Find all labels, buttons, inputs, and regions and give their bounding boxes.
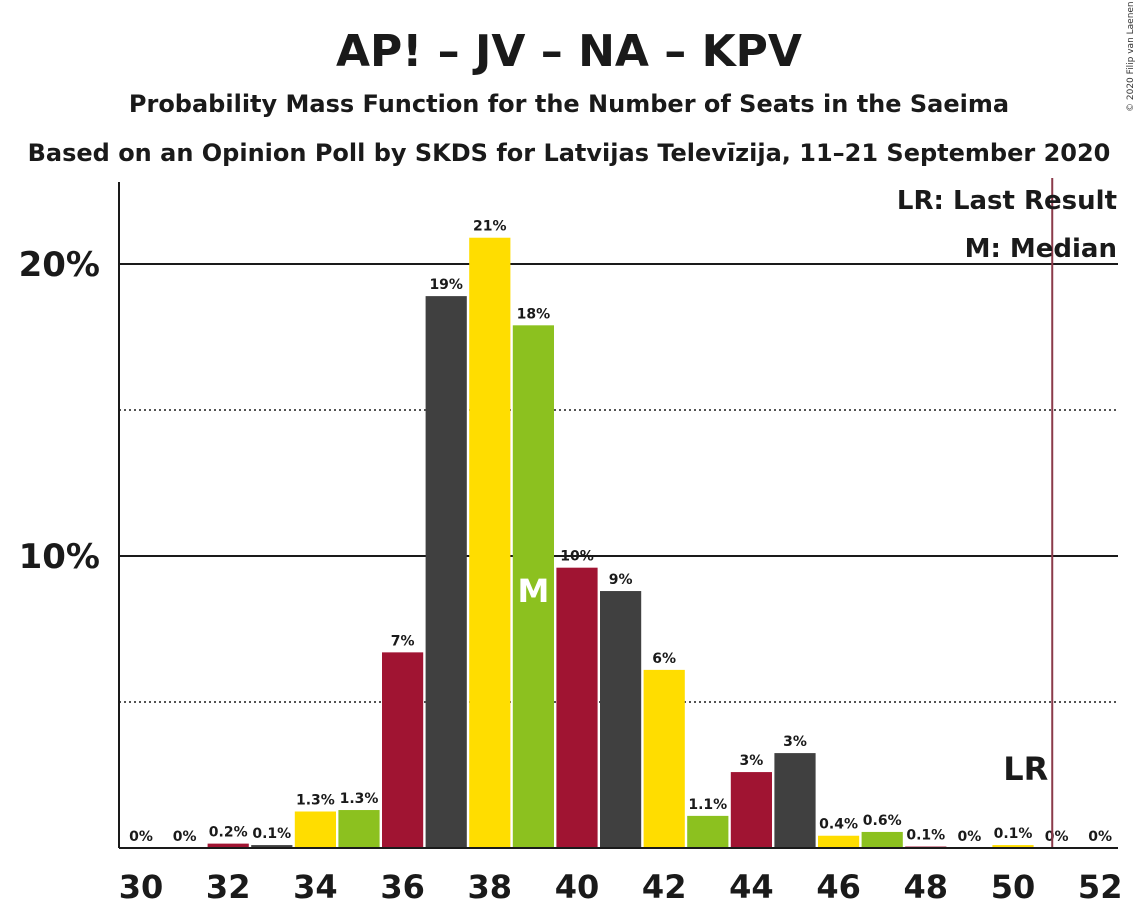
bar-seat-37 (425, 296, 467, 848)
bar-seat-41 (600, 591, 642, 848)
bar-seat-34 (294, 811, 336, 848)
bar-label-seat-35: 1.3% (340, 791, 379, 807)
bar-seat-45 (774, 753, 816, 848)
x-tick-label-48: 48 (904, 868, 949, 906)
bar-label-seat-48: 0.1% (906, 828, 945, 844)
last-result-marker: LR (1003, 750, 1048, 788)
legend-last-result: LR: Last Result (897, 186, 1117, 216)
x-tick-label-42: 42 (642, 868, 687, 906)
bar-label-seat-37: 19% (429, 277, 463, 293)
bar-label-seat-49: 0% (958, 829, 982, 845)
bar-label-seat-42: 6% (652, 651, 676, 667)
bar-seat-38 (469, 237, 511, 849)
bar-seat-44 (730, 772, 772, 848)
bar-seat-46 (818, 835, 860, 848)
x-tick-label-32: 32 (206, 868, 251, 906)
bar-seat-35 (338, 810, 380, 848)
bar-label-seat-40: 10% (560, 549, 594, 565)
x-tick-label-50: 50 (991, 868, 1036, 906)
x-tick-label-52: 52 (1078, 868, 1123, 906)
bar-seat-32 (207, 843, 249, 848)
bar-label-seat-39: 18% (517, 306, 551, 322)
bar-label-seat-31: 0% (173, 829, 197, 845)
bar-label-seat-47: 0.6% (863, 813, 902, 829)
copyright-note: © 2020 Filip van Laenen (1126, 1, 1136, 112)
gridlines (119, 263, 1118, 703)
bar-label-seat-38: 21% (473, 219, 507, 235)
legend-median: M: Median (965, 234, 1117, 264)
bar-seat-40 (556, 567, 598, 848)
y-tick-label: 10% (19, 537, 100, 577)
bar-label-seat-36: 7% (391, 633, 415, 649)
bars (207, 237, 1034, 849)
bar-label-seat-51: 0% (1045, 829, 1069, 845)
bar-label-seat-44: 3% (740, 753, 764, 769)
bar-label-seat-46: 0.4% (819, 817, 858, 833)
x-tick-label-38: 38 (468, 868, 513, 906)
bar-labels: 0% 0% 0.2% 0.1%1.3% 1.3%7%19%21%18%10%9%6%1.… (129, 219, 1112, 845)
x-tick-label-30: 30 (119, 868, 164, 906)
y-tick-label: 20% (19, 245, 100, 285)
bar-label-seat-45: 3% (783, 734, 807, 750)
bar-seat-39 (512, 325, 554, 848)
bar-seat-42 (643, 669, 685, 848)
chart-title: AP! – JV – NA – KPV (336, 26, 802, 77)
bar-seat-33 (251, 845, 293, 848)
bar-label-seat-32: 0.2% (209, 825, 248, 841)
bar-label-seat-50: 0.1% (994, 826, 1033, 842)
x-tick-label-44: 44 (729, 868, 774, 906)
axes: 10% 20% LR 30 32 34 36 38 40 42 44 46 48 50 52 (19, 178, 1123, 906)
bar-label-seat-43: 1.1% (688, 797, 727, 813)
bar-label-seat-52: 0% (1088, 829, 1112, 845)
x-tick-label-46: 46 (816, 868, 861, 906)
bar-label-seat-41: 9% (609, 572, 633, 588)
bar-label-seat-33: 0.1% (252, 826, 291, 842)
chart-subtitle: Probability Mass Function for the Number… (129, 90, 1009, 118)
bar-seat-47 (861, 831, 903, 848)
bar-seat-50 (992, 845, 1034, 848)
x-tick-label-34: 34 (293, 868, 338, 906)
median-marker: M (517, 572, 549, 610)
bar-seat-36 (382, 652, 424, 848)
x-tick-label-36: 36 (380, 868, 425, 906)
bar-label-seat-34: 1.3% (296, 793, 335, 809)
bar-seat-43 (687, 815, 729, 848)
x-tick-label-40: 40 (555, 868, 600, 906)
chart-source: Based on an Opinion Poll by SKDS for Lat… (28, 139, 1111, 167)
bar-label-seat-30: 0% (129, 829, 153, 845)
